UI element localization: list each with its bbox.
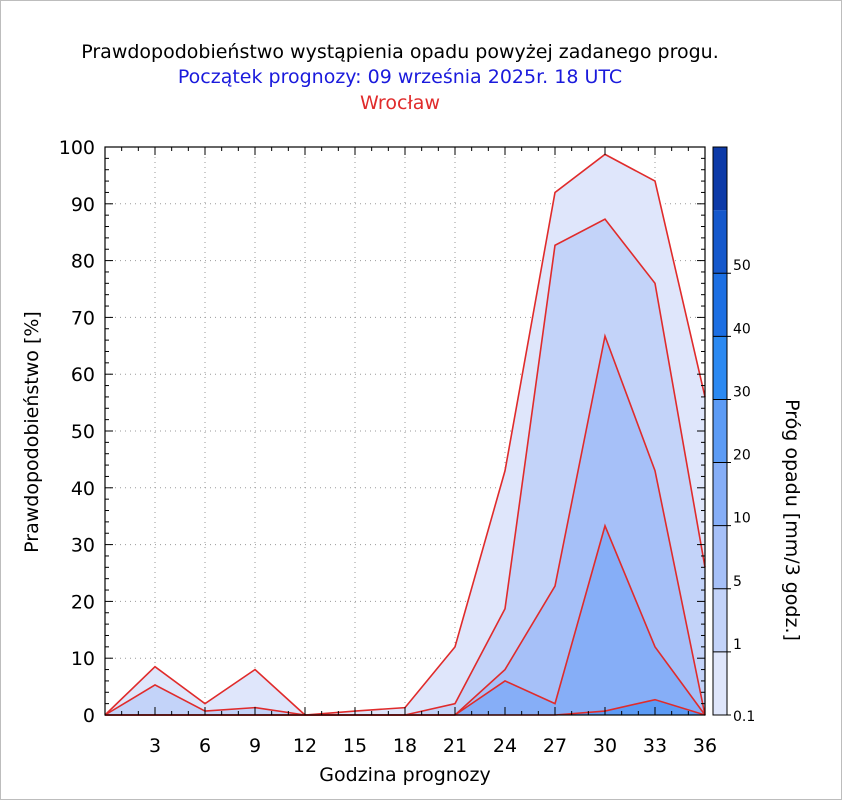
axes: 3 6 9 12 15 18 21 24 27 30 33 360102030405060708090… [59, 137, 717, 757]
y-tick-label: 30 [71, 535, 95, 557]
colorbar-segment [713, 273, 727, 337]
colorbar-tick-label: 50 [733, 258, 751, 274]
band-20 [105, 699, 705, 715]
colorbar-segment [713, 651, 727, 715]
probability-bands [105, 154, 705, 716]
x-tick-label: 30 [593, 735, 617, 757]
y-tick-label: 60 [71, 364, 95, 386]
x-tick-label: 36 [693, 735, 717, 757]
colorbar-segment [713, 588, 727, 652]
band-10 [105, 525, 705, 715]
y-tick-label: 70 [71, 307, 95, 329]
y-tick-label: 50 [71, 421, 95, 443]
colorbar-tick-label: 30 [733, 384, 751, 400]
colorbar-segment [713, 399, 727, 463]
y-tick-label: 20 [71, 591, 95, 613]
colorbar-tick-label: 20 [733, 448, 751, 464]
y-tick-label: 40 [71, 478, 95, 500]
colorbar-segment [713, 210, 727, 274]
colorbar: 0.1 1 5 10 20 30 40 50 [712, 146, 755, 725]
y-tick-label: 80 [71, 251, 95, 273]
x-tick-label: 6 [199, 735, 211, 757]
x-tick-label: 15 [343, 735, 367, 757]
y-tick-label: 100 [59, 137, 95, 159]
colorbar-tick-label: 1 [733, 637, 742, 653]
x-tick-label: 24 [493, 735, 517, 757]
x-tick-label: 27 [543, 735, 567, 757]
colorbar-segment [713, 462, 727, 526]
colorbar-segment [713, 147, 727, 211]
y-tick-label: 0 [83, 705, 95, 727]
colorbar-tick-label: 0.1 [733, 709, 755, 725]
colorbar-segment [713, 336, 727, 400]
y-tick-label: 10 [71, 648, 95, 670]
x-tick-label: 33 [643, 735, 667, 757]
x-tick-label: 18 [393, 735, 417, 757]
colorbar-segment [713, 525, 727, 589]
x-tick-label: 3 [149, 735, 161, 757]
colorbar-tick-label: 40 [733, 321, 751, 337]
y-tick-label: 90 [71, 194, 95, 216]
x-tick-label: 21 [443, 735, 467, 757]
colorbar-tick-label: 10 [733, 511, 751, 527]
colorbar-label: Próg opadu [mm/3 godz.] [781, 399, 803, 641]
chart-location: Wrocław [360, 92, 440, 114]
colorbar-tick-label: 5 [733, 574, 742, 590]
band-5 [105, 336, 705, 715]
chart-title: Prawdopodobieństwo wystąpienia opadu pow… [81, 41, 719, 63]
chart-subtitle: Początek prognozy: 09 września 2025r. 18… [177, 66, 623, 88]
y-axis-label: Prawdopodobieństwo [%] [21, 311, 43, 553]
x-tick-label: 9 [249, 735, 261, 757]
x-axis-label: Godzina prognozy [319, 764, 490, 786]
x-tick-label: 12 [293, 735, 317, 757]
